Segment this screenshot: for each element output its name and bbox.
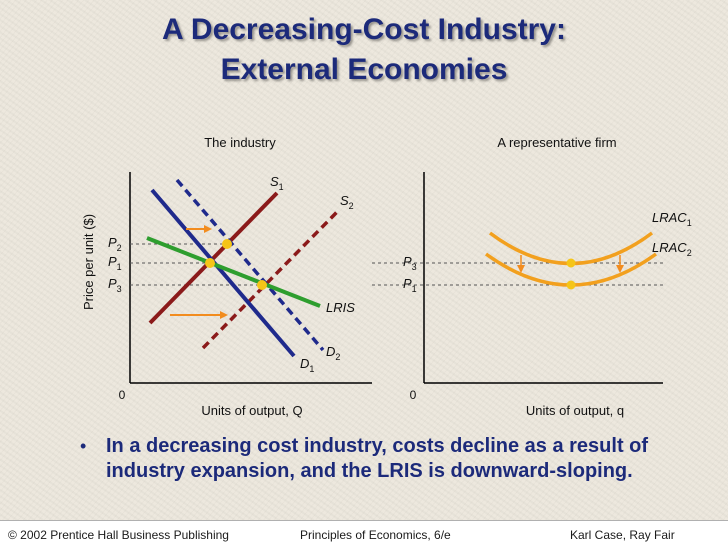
footer-copyright: © 2002 Prentice Hall Business Publishing <box>8 528 229 542</box>
demand-curve-d1 <box>150 188 296 358</box>
lrac2-label: LRAC2 <box>652 240 692 258</box>
slide-title-line-2: External Economies <box>220 53 508 86</box>
firm-p1-label: P1 <box>403 276 417 294</box>
supply-s2-label: S2 <box>340 193 354 211</box>
industry-origin-label: 0 <box>119 388 126 402</box>
lris-label: LRIS <box>326 300 355 315</box>
lrac2-minimum-point <box>566 280 576 290</box>
industry-y-axis-label: Price per unit ($) <box>81 214 96 310</box>
demand-curve-d2 <box>175 178 325 352</box>
industry-p3-label: P3 <box>108 276 122 294</box>
bullet-point: • In a decreasing cost industry, costs d… <box>80 434 680 484</box>
industry-p2-label: P2 <box>108 235 122 253</box>
firm-p3-label: P3 <box>403 254 417 272</box>
firm-origin-label: 0 <box>410 388 417 402</box>
demand-d1-label: D1 <box>300 356 314 374</box>
supply-s1-label: S1 <box>270 174 284 192</box>
lrac1-minimum-point <box>566 258 576 268</box>
footer-authors: Karl Case, Ray Fair <box>570 528 675 542</box>
industry-x-axis-label: Units of output, Q <box>201 403 302 418</box>
firm-panel-title: A representative firm <box>497 135 616 150</box>
lris-curve <box>146 236 321 308</box>
bullet-marker: • <box>80 436 87 456</box>
bullet-text: In a decreasing cost industry, costs dec… <box>106 435 649 482</box>
demand-d2-label: D2 <box>326 344 340 362</box>
slide-footer: © 2002 Prentice Hall Business Publishing… <box>0 520 728 547</box>
industry-p1-label: P1 <box>108 254 122 272</box>
equilibrium-point-long-run <box>257 280 267 290</box>
supply-curve-s2 <box>201 210 339 350</box>
equilibrium-point-short-run <box>222 239 232 249</box>
slide-title-line-1: A Decreasing-Cost Industry: <box>162 13 566 46</box>
firm-x-axis-label: Units of output, q <box>526 403 624 418</box>
supply-curve-s1 <box>148 191 279 325</box>
equilibrium-point-initial <box>205 258 215 268</box>
lrac1-label: LRAC1 <box>652 210 692 228</box>
footer-book-title: Principles of Economics, 6/e <box>300 528 451 542</box>
cost-industry-diagram: The industry Price per unit ($) 0 Units … <box>81 135 692 418</box>
industry-panel-title: The industry <box>204 135 276 150</box>
